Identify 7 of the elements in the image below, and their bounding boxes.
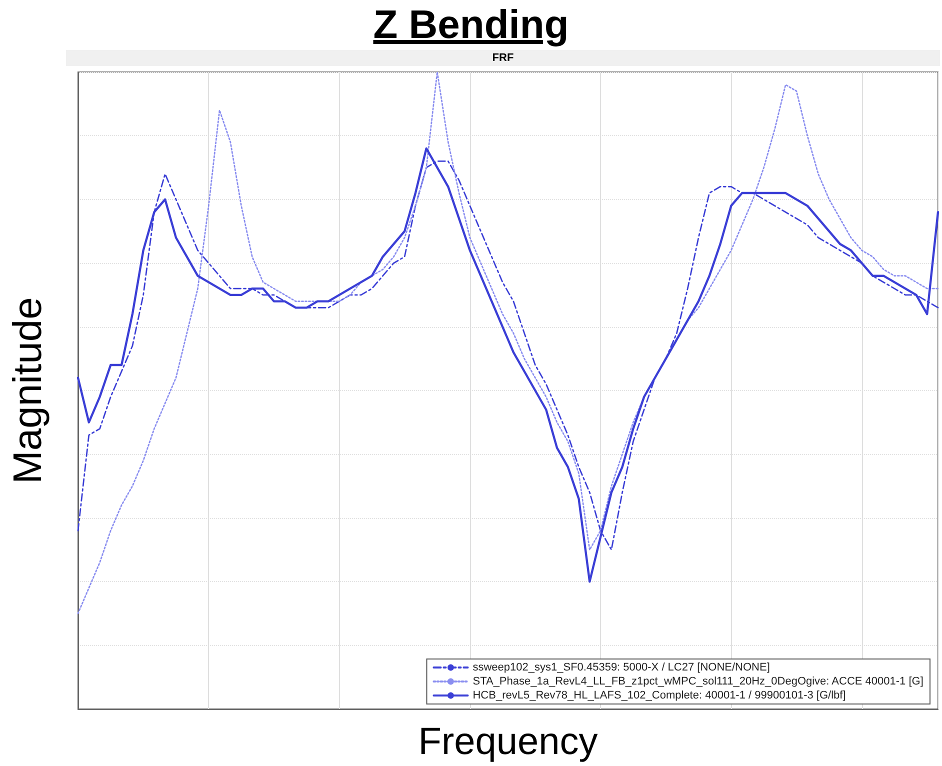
legend-label: HCB_revL5_Rev78_HL_LAFS_102_Complete: 40001-1 / 99900101-3 [G/lbf] (472, 690, 846, 702)
y-axis-title: Magnitude (6, 297, 50, 484)
legend-label: STA_Phase_1a_RevL4_LL_FB_z1pct_wMPC_sol111_20Hz_0DegOgive: ACCE 40001-1 [G] (472, 676, 924, 688)
chart-title: Z Bending (372, 2, 570, 48)
legend-label: ssweep102_sys1_SF0.45359: 5000-X / LC27 [NONE/NONE] (472, 662, 770, 674)
chart-subtitle: FRF (66, 50, 940, 66)
x-axis-title: Frequency (418, 721, 598, 763)
